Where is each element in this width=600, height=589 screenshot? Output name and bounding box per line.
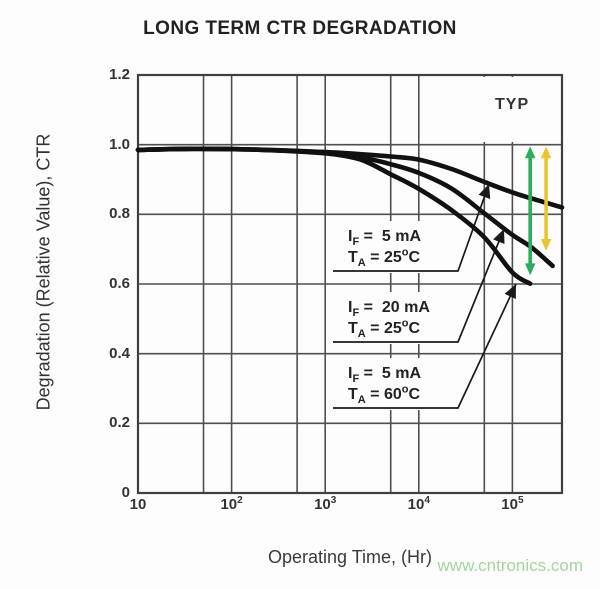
x-tick-label: 104: [407, 495, 430, 514]
label-patch: [330, 358, 463, 410]
y-tick-label: 0.6: [109, 275, 130, 292]
x-tick-label: 103: [314, 495, 337, 514]
leader-line: [333, 283, 517, 409]
curve-label-row: IF = 5 mA: [348, 365, 421, 386]
leader-arrowhead-icon: [493, 229, 505, 244]
yellow-range-arrow-up-icon: [540, 146, 552, 159]
degradation-curve: [135, 146, 533, 286]
label-patch: [330, 292, 463, 344]
leader-line: [333, 228, 505, 343]
typ-patch: [464, 77, 560, 142]
y-tick-label: 0.8: [109, 205, 130, 223]
label-patch: [330, 221, 463, 273]
y-axis-title: Degradation (Relative Value), CTR: [33, 133, 54, 411]
leader-arrowhead-icon: [504, 284, 516, 299]
y-tick-label: 0.2: [109, 414, 130, 432]
watermark-text: www.cntronics.com: [437, 556, 583, 575]
x-tick-label: 105: [501, 495, 524, 514]
y-tick-label: 1.0: [109, 135, 130, 153]
y-tick-label: 0: [121, 484, 130, 501]
curve-label-row: TA = 60oC: [348, 383, 421, 407]
green-range-arrow-up-icon: [524, 146, 536, 159]
leader-line: [333, 183, 490, 272]
leader-arrowhead-icon: [478, 184, 491, 199]
y-tick-label: 0.4: [109, 344, 130, 362]
curve-label: IF = 5 mA TA = 25oC: [348, 226, 421, 270]
chart-title: LONG TERM CTR DEGRADATION: [143, 18, 457, 39]
x-tick-label: 10: [129, 496, 147, 513]
curve-label-row: TA = 25oC: [348, 246, 421, 270]
curve-label: IF = 5 mA TA = 60oC: [348, 363, 421, 407]
typ-label: TYP: [495, 96, 530, 113]
x-tick-label: 102: [220, 495, 243, 514]
yellow-range-arrow-down-icon: [540, 239, 552, 251]
curve-label-row: IF = 5 mA: [348, 228, 421, 249]
curve-label: IF = 20 mA TA = 25oC: [348, 297, 430, 341]
x-axis-title: Operating Time, (Hr): [267, 547, 433, 567]
curve-label-row: TA = 25oC: [348, 317, 421, 341]
green-range-arrow-down-icon: [524, 263, 536, 276]
y-tick-label: 1.2: [109, 66, 130, 83]
curve-label-row: IF = 20 mA: [348, 299, 430, 320]
plot-frame: [136, 73, 564, 495]
